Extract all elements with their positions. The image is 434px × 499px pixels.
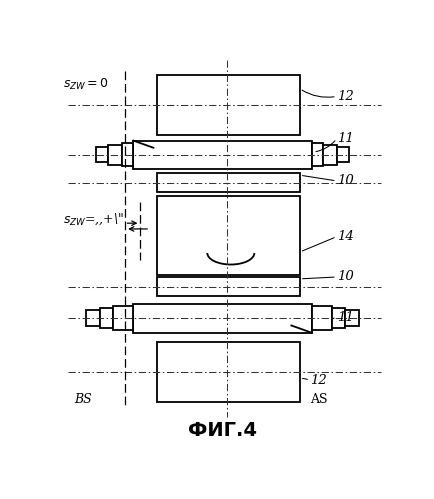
Text: 14: 14: [337, 230, 354, 243]
Bar: [96, 147, 108, 163]
Bar: [157, 196, 300, 275]
Bar: [113, 306, 133, 330]
Text: 11: 11: [337, 132, 354, 145]
Bar: [312, 306, 332, 330]
Bar: [122, 143, 133, 167]
Bar: [332, 308, 345, 328]
Text: ФИГ.4: ФИГ.4: [188, 421, 257, 440]
Bar: [157, 173, 300, 193]
Text: 11: 11: [337, 311, 354, 324]
Text: 10: 10: [337, 175, 354, 188]
Bar: [157, 75, 300, 135]
Bar: [133, 304, 312, 333]
Bar: [108, 145, 122, 165]
Bar: [157, 277, 300, 296]
Text: 12: 12: [337, 90, 354, 103]
Bar: [157, 342, 300, 402]
Text: $s_{ZW}=0$: $s_{ZW}=0$: [62, 77, 108, 92]
Bar: [312, 143, 323, 167]
Bar: [86, 310, 100, 326]
Bar: [133, 141, 312, 169]
Text: 12: 12: [310, 374, 327, 387]
Text: 10: 10: [337, 270, 354, 283]
Text: AS: AS: [310, 393, 327, 406]
Bar: [337, 147, 349, 163]
Text: $s_{ZW}$=,,+\": $s_{ZW}$=,,+\": [62, 212, 124, 227]
Bar: [100, 308, 113, 328]
Text: BS: BS: [75, 393, 92, 406]
Bar: [323, 145, 337, 165]
Bar: [345, 310, 358, 326]
